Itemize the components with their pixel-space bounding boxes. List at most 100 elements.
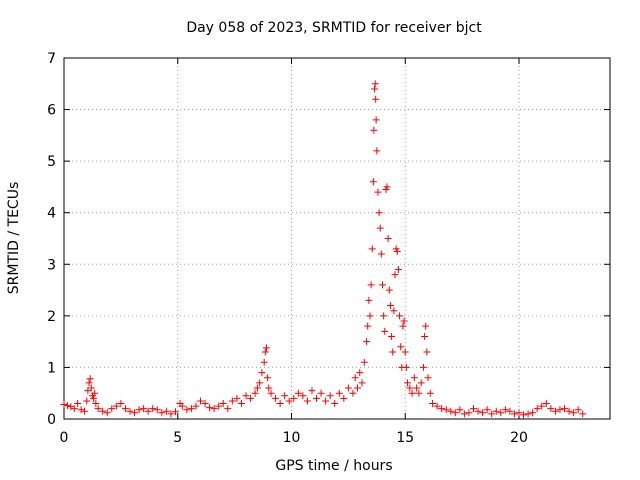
data-point: [429, 400, 437, 408]
y-axis-label: SRMTID / TECUs: [6, 182, 22, 295]
data-point: [340, 394, 348, 402]
data-point: [210, 405, 218, 413]
data-point: [424, 374, 432, 382]
data-point: [479, 409, 487, 417]
data-point: [140, 405, 148, 413]
data-point: [456, 406, 464, 414]
data-point: [326, 392, 334, 400]
data-point: [372, 95, 380, 103]
data-point: [538, 402, 546, 410]
data-point: [260, 358, 268, 366]
data-point: [149, 405, 157, 413]
plot-frame: [63, 57, 611, 420]
data-point: [353, 384, 361, 392]
data-point: [63, 402, 71, 410]
data-point: [371, 85, 379, 93]
data-point: [262, 344, 270, 352]
data-point: [389, 348, 397, 356]
data-point: [60, 401, 68, 409]
data-point: [178, 402, 186, 410]
data-point: [417, 379, 425, 387]
data-point: [422, 322, 430, 330]
data-point: [376, 224, 384, 232]
data-point: [99, 407, 107, 415]
data-point: [410, 374, 418, 382]
data-point: [91, 389, 99, 397]
data-point: [103, 409, 111, 417]
data-point: [374, 188, 382, 196]
data-point: [276, 400, 284, 408]
data-point: [87, 384, 95, 392]
data-point: [483, 406, 491, 414]
data-point: [253, 384, 261, 392]
data-point: [313, 394, 321, 402]
data-point: [542, 400, 550, 408]
data-point: [86, 375, 94, 383]
data-point: [520, 411, 528, 419]
data-point: [331, 400, 339, 408]
data-point: [158, 409, 166, 417]
data-point: [258, 369, 266, 377]
data-point: [381, 327, 389, 335]
chart-title: Day 058 of 2023, SRMTID for receiver bjc…: [186, 20, 482, 36]
data-point: [290, 394, 298, 402]
data-point: [335, 389, 343, 397]
data-point: [488, 410, 496, 418]
data-point: [272, 394, 280, 402]
data-point: [237, 400, 245, 408]
data-point: [400, 317, 408, 325]
data-point: [299, 392, 307, 400]
data-point: [465, 409, 473, 417]
data-point: [565, 407, 573, 415]
data-point: [153, 406, 161, 414]
data-point: [365, 296, 373, 304]
data-point: [438, 405, 446, 413]
data-point: [399, 322, 407, 330]
data-point: [126, 407, 134, 415]
data-point: [267, 389, 275, 397]
data-point: [372, 116, 380, 124]
data-point: [90, 394, 98, 402]
y-tick-label: 4: [47, 206, 56, 222]
data-point: [426, 389, 434, 397]
data-point: [369, 178, 377, 186]
data-point: [112, 402, 120, 410]
data-point: [215, 402, 223, 410]
data-point: [419, 363, 427, 371]
data-point: [474, 407, 482, 415]
data-point: [384, 235, 392, 242]
data-point: [219, 400, 227, 408]
data-point: [390, 307, 398, 315]
data-point: [192, 402, 200, 410]
data-point: [264, 374, 272, 382]
data-point: [322, 397, 330, 405]
data-point: [224, 405, 232, 413]
data-point: [201, 400, 209, 408]
data-point: [413, 384, 421, 392]
data-point: [358, 379, 366, 387]
data-point: [442, 406, 450, 414]
x-tick-label: 15: [396, 430, 414, 446]
data-point: [351, 374, 359, 382]
data-point: [206, 404, 214, 412]
data-point: [524, 410, 532, 418]
data-point: [367, 281, 375, 289]
y-tick-label: 1: [47, 360, 56, 376]
x-tick-label: 0: [60, 430, 69, 446]
data-point: [574, 406, 582, 414]
data-point: [247, 394, 255, 402]
x-tick-label: 20: [510, 430, 528, 446]
data-point: [447, 407, 455, 415]
data-point: [397, 343, 405, 351]
y-tick-label: 7: [47, 51, 56, 67]
data-point: [533, 405, 541, 413]
data-point: [303, 397, 311, 405]
data-point: [256, 379, 264, 387]
y-tick-label: 0: [47, 412, 56, 428]
data-point: [401, 348, 409, 356]
data-point: [396, 312, 404, 320]
data-point: [80, 407, 88, 415]
data-point: [394, 265, 402, 273]
data-point: [144, 407, 152, 415]
